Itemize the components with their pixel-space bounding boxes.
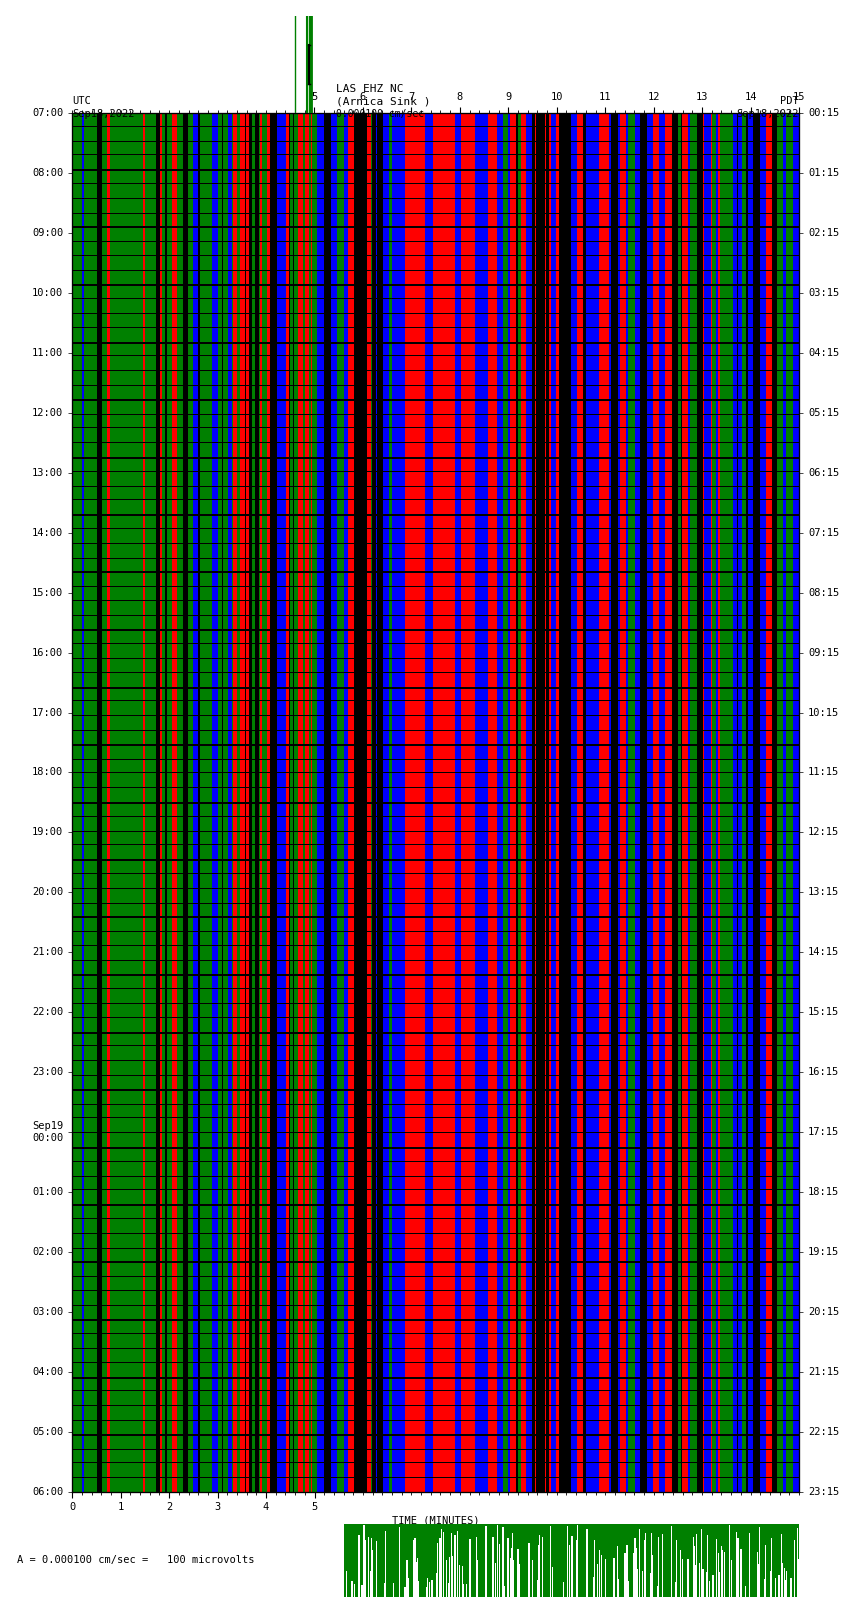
X-axis label: TIME (MINUTES): TIME (MINUTES) (392, 1515, 479, 1526)
Text: Sep18,2022: Sep18,2022 (72, 110, 135, 119)
Text: LAS EHZ NC: LAS EHZ NC (336, 84, 403, 94)
Text: 0.000100 cm/sec: 0.000100 cm/sec (336, 110, 424, 119)
Text: Sep18,2022: Sep18,2022 (736, 110, 799, 119)
Text: A = 0.000100 cm/sec =   100 microvolts: A = 0.000100 cm/sec = 100 microvolts (17, 1555, 254, 1565)
Text: (Arnica Sink ): (Arnica Sink ) (336, 97, 430, 106)
Text: UTC: UTC (72, 97, 91, 106)
Text: PDT: PDT (780, 97, 799, 106)
